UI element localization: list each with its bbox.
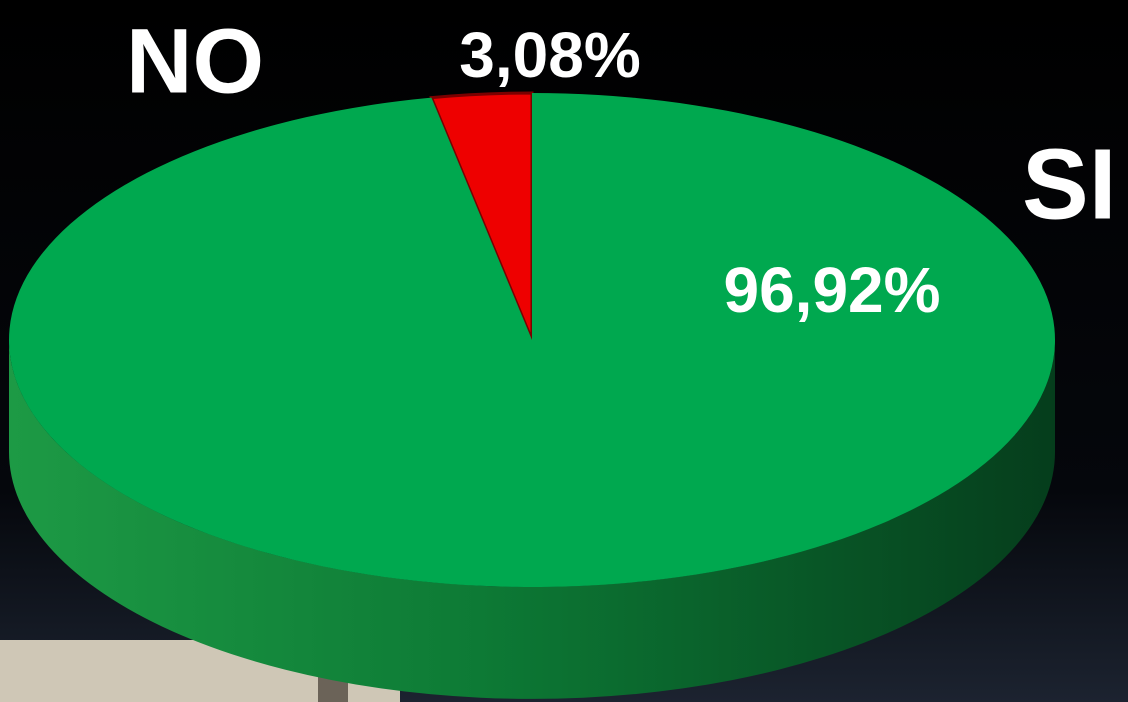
value-label: 3,08% bbox=[459, 19, 640, 91]
category-label: NO bbox=[126, 10, 264, 112]
value-label: 96,92% bbox=[723, 254, 940, 326]
page: 3,08%NO96,92%SI (() => { const data = JS… bbox=[0, 0, 1128, 702]
category-label: SI bbox=[1022, 128, 1116, 240]
pie bbox=[9, 93, 1055, 699]
chart: 3,08% NO 96,92% SI bbox=[0, 0, 1128, 702]
